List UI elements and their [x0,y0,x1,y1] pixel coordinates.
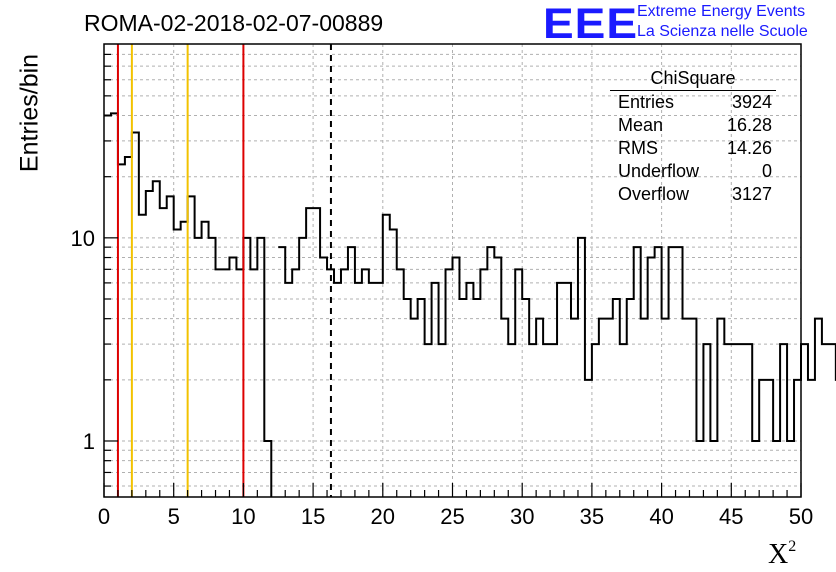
logo-text-line2: La Scienza nelle Scuole [637,23,808,40]
stats-value: 0 [761,161,772,181]
stats-label: Entries [618,92,675,112]
y-axis-label: Entries/bin [15,53,44,173]
logo-text-line1: Extreme Energy Events [637,3,806,20]
stats-value: 16.28 [726,115,772,135]
stats-row-mean: Mean 16.28 [610,114,776,137]
stats-title: ChiSquare [610,66,776,91]
eee-logo: EEE [543,0,639,48]
stats-row-entries: Entries 3924 [610,91,776,114]
x-tick-label: 10 [231,504,255,529]
y-tick-label: 1 [83,429,95,454]
stats-value: 14.26 [726,138,772,158]
x-tick-label: 15 [301,504,325,529]
stats-box: ChiSquare Entries 3924 Mean 16.28 RMS 14… [610,66,776,206]
stats-label: RMS [618,138,658,158]
x-tick-label: 45 [719,504,743,529]
x-axis-label-sup: 2 [788,538,797,555]
x-axis-label-base: X [768,539,789,570]
x-tick-label: 40 [649,504,673,529]
chart-title: ROMA-02-2018-02-07-00889 [84,10,384,36]
stats-label: Mean [618,115,664,135]
x-tick-label: 30 [510,504,534,529]
stats-row-overflow: Overflow 3127 [610,183,776,206]
x-tick-label: 0 [98,504,110,529]
stats-label: Overflow [618,184,690,204]
stats-row-rms: RMS 14.26 [610,137,776,160]
stats-value: 3924 [731,92,772,112]
x-tick-label: 25 [440,504,464,529]
x-tick-label: 35 [580,504,604,529]
x-tick-label: 20 [371,504,395,529]
stats-label: Underflow [618,161,700,181]
stats-value: 3127 [731,184,772,204]
x-tick-label: 5 [168,504,180,529]
x-tick-label: 50 [789,504,813,529]
x-axis-label: X2 [768,538,796,571]
stats-row-underflow: Underflow 0 [610,160,776,183]
y-tick-label: 10 [71,226,95,251]
